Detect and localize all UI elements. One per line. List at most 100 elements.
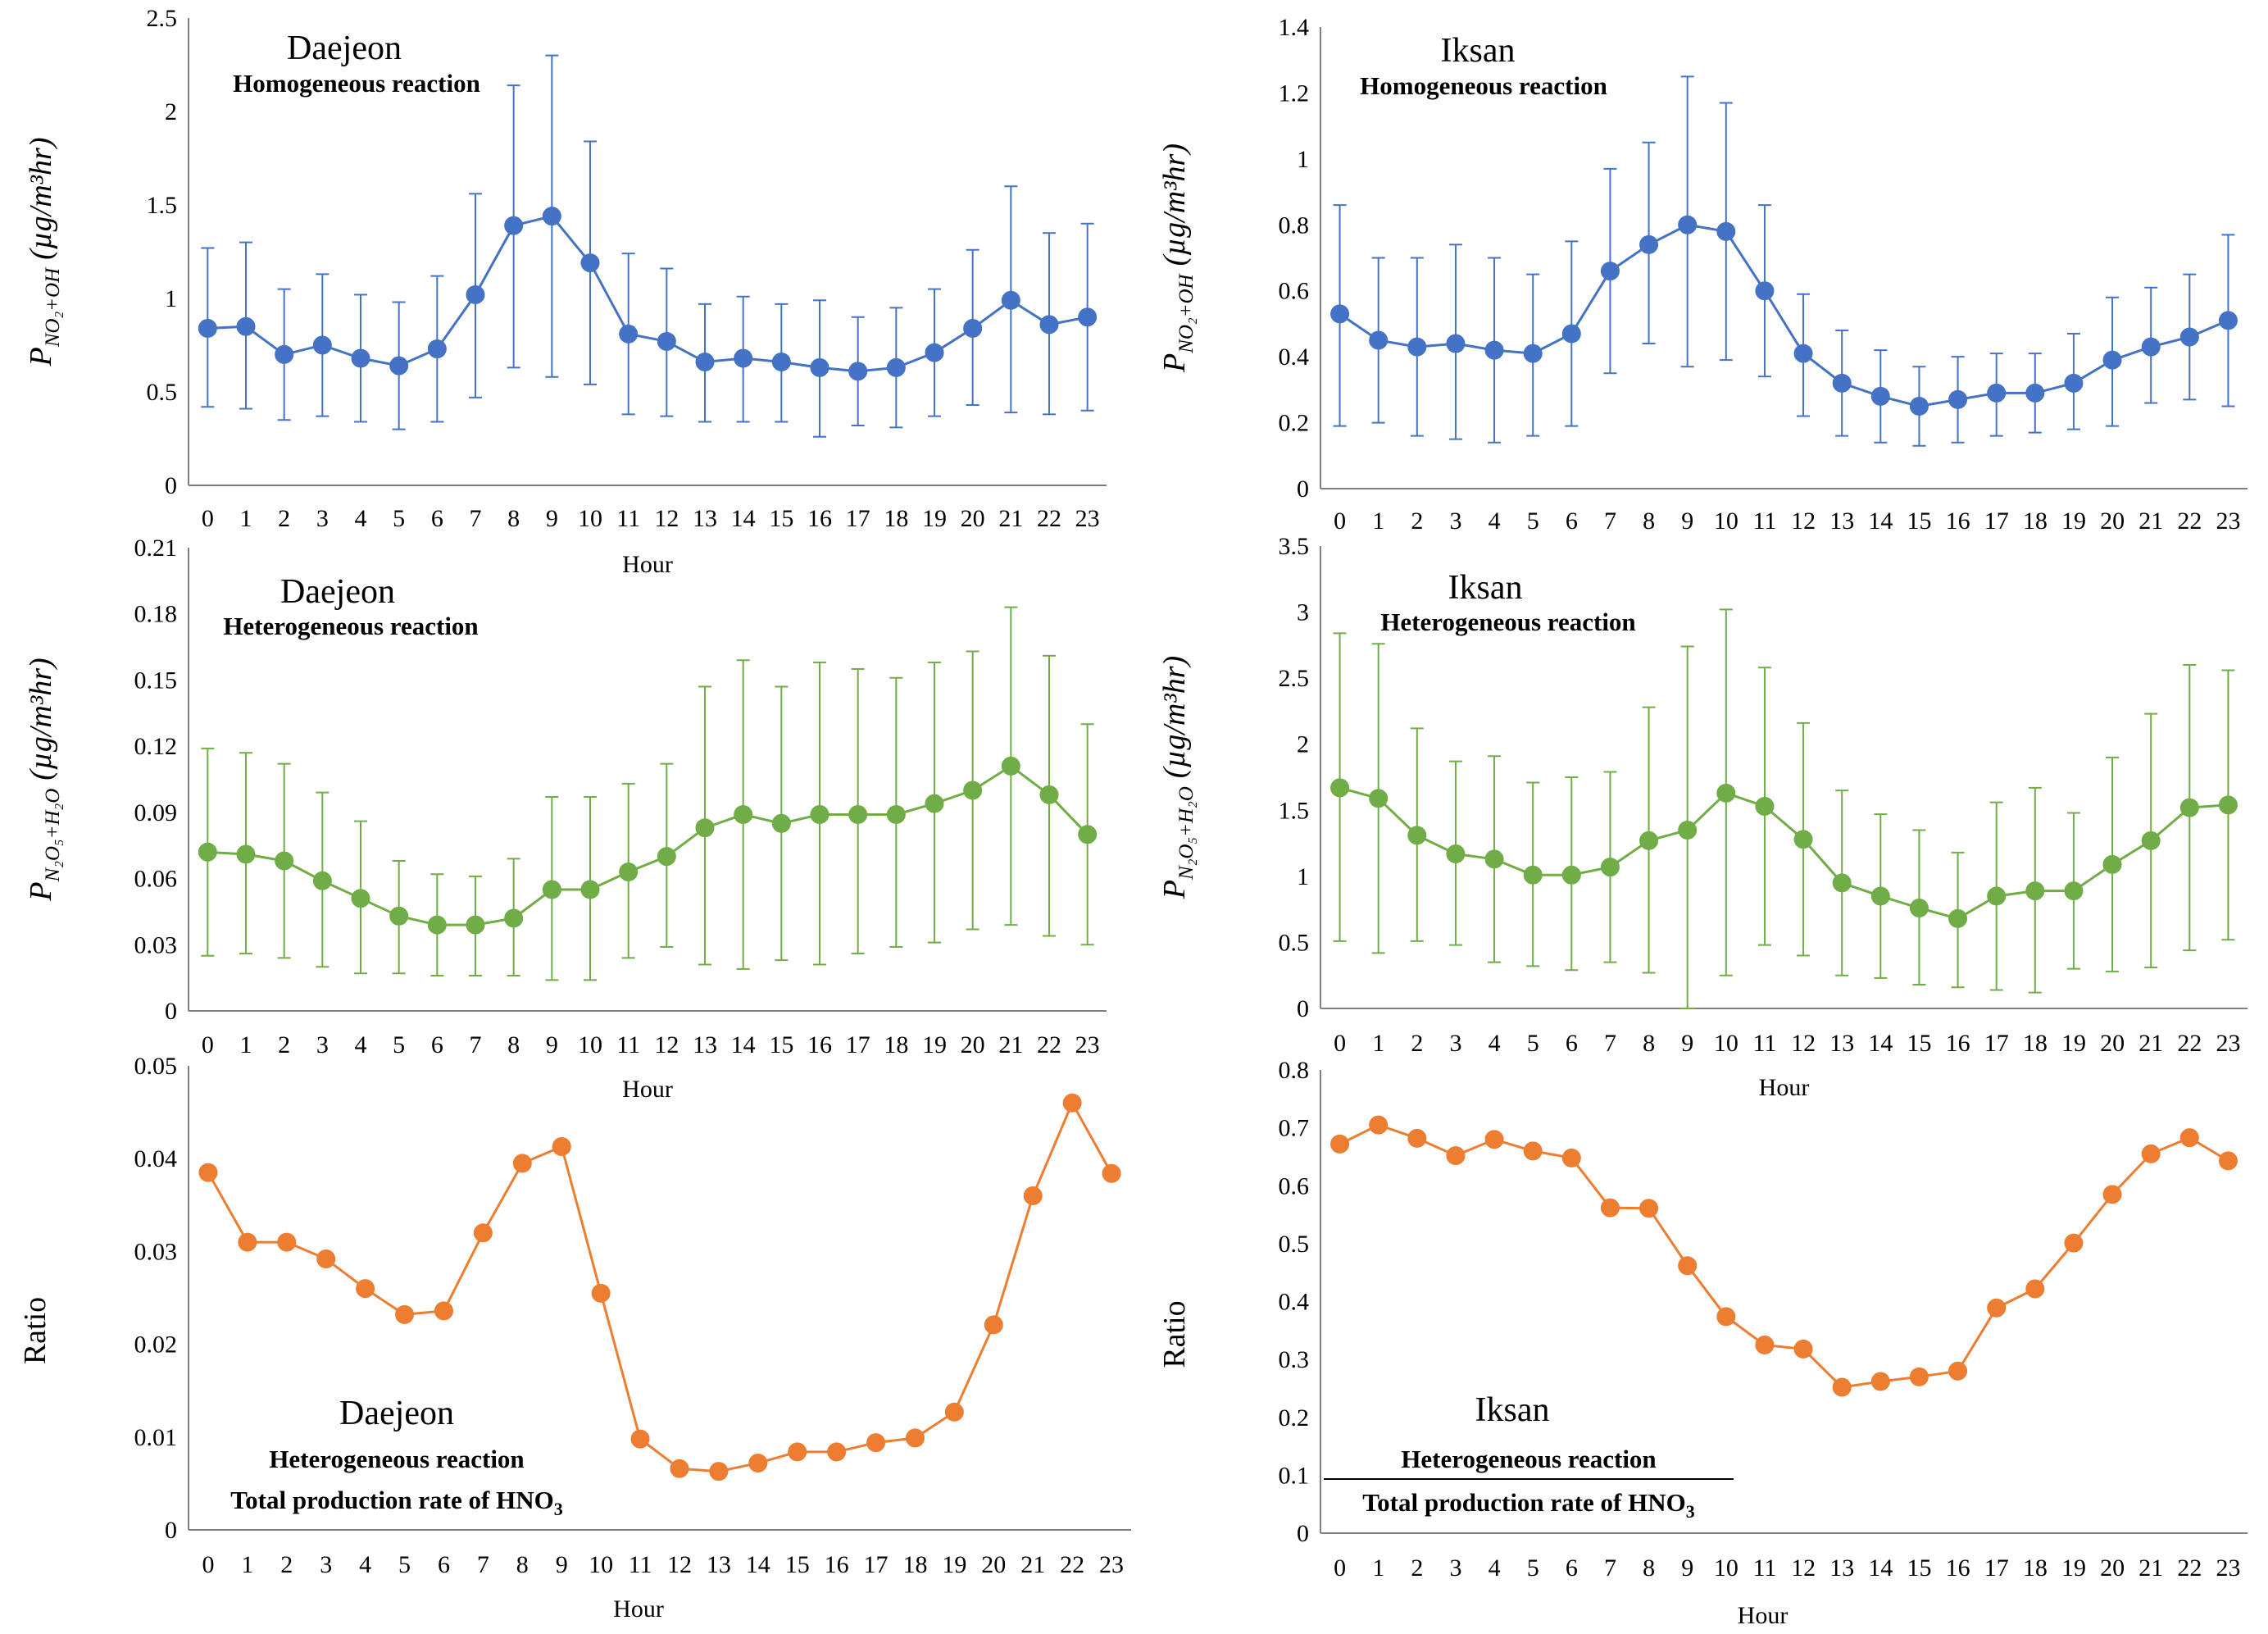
y-tick-label: 0.15 — [134, 667, 178, 694]
x-tick-label: 10 — [1714, 507, 1738, 535]
data-point — [827, 1442, 847, 1462]
total-label-text: Total production rate of HNO — [1362, 1488, 1685, 1517]
x-tick-label: 6 — [431, 505, 443, 532]
x-tick-label: 18 — [884, 505, 908, 532]
data-point — [1039, 315, 1059, 335]
x-tick-label: 16 — [1946, 507, 1970, 535]
data-point — [788, 1442, 807, 1462]
data-point — [236, 844, 256, 864]
city-label: Iksan — [1448, 569, 1523, 607]
panel-daejeon-hetero: 00.030.060.090.120.150.180.210 1 2 3 4 5 6 7 8 9 1… — [24, 535, 1107, 1103]
y-tick-label: 1.5 — [147, 192, 178, 219]
y-tick-label: 0.2 — [1279, 410, 1310, 437]
reaction-label: Homogeneous reaction — [1360, 71, 1607, 100]
data-point — [944, 1402, 964, 1422]
data-point — [1639, 831, 1659, 850]
data-point — [963, 318, 983, 338]
y-tick-label: 0.05 — [134, 1053, 178, 1080]
data-point — [1870, 1372, 1890, 1391]
x-tick-label: 9 — [1681, 1030, 1693, 1057]
y-tick-label: 0.2 — [1279, 1404, 1310, 1431]
y-tick-label: 0.5 — [147, 379, 178, 406]
data-point — [905, 1428, 925, 1448]
x-tick-label: 20 — [961, 1031, 985, 1058]
data-point — [2064, 881, 2084, 901]
data-point — [670, 1459, 689, 1478]
y-tick-label: 0.6 — [1279, 278, 1310, 305]
x-tick-label: 13 — [1829, 507, 1854, 535]
x-tick-label: 0 — [1334, 1030, 1346, 1057]
data-point — [1102, 1163, 1121, 1183]
data-point — [1523, 1141, 1543, 1161]
panel-iksan-hetero: 00.511.522.533.50 1 2 3 4 5 6 7 8 9 10 11 12 13 14 15 16… — [1157, 533, 2248, 1101]
data-point — [1523, 865, 1543, 885]
data-point — [2141, 831, 2161, 850]
x-tick-label: 10 — [1714, 1030, 1738, 1057]
x-tick-label: 6 — [431, 1031, 443, 1058]
x-tick-label: 19 — [922, 1031, 947, 1058]
data-point — [1639, 1199, 1659, 1218]
y-tick-label: 0.5 — [1279, 929, 1310, 956]
data-point — [1561, 1148, 1581, 1167]
x-tick-label: 20 — [2100, 507, 2125, 535]
x-tick-label: 7 — [1604, 1030, 1616, 1057]
x-tick-label: 16 — [807, 505, 832, 532]
data-point — [542, 880, 561, 899]
y-tick-label: 0.8 — [1279, 212, 1310, 239]
y-label-sub: NO₂+OH — [42, 266, 64, 348]
x-tick-label: 15 — [785, 1551, 810, 1578]
x-tick-label: 4 — [359, 1551, 371, 1578]
x-tick-label: 19 — [2061, 507, 2086, 535]
x-tick-label: 18 — [2023, 1554, 2048, 1582]
data-point — [1446, 1146, 1466, 1166]
data-point — [1484, 1130, 1504, 1149]
x-tick-label: 9 — [546, 505, 558, 532]
data-point — [1039, 785, 1059, 804]
y-tick-label: 1 — [1297, 146, 1309, 173]
data-point — [771, 353, 791, 372]
x-tick-label: 19 — [2061, 1030, 2086, 1057]
x-tick-label: 18 — [902, 1551, 927, 1578]
data-point — [1716, 221, 1736, 241]
x-tick-label: 18 — [2023, 507, 2048, 535]
data-point — [1600, 858, 1620, 877]
data-point — [198, 318, 217, 338]
x-tick-label: 17 — [846, 1031, 870, 1058]
data-point — [552, 1136, 571, 1156]
x-tick-label: 21 — [2138, 507, 2163, 535]
data-point — [1407, 1128, 1427, 1148]
x-tick-label: 11 — [1752, 1554, 1776, 1582]
data-point — [512, 1154, 532, 1173]
data-point — [389, 356, 409, 376]
data-point — [709, 1462, 729, 1482]
x-tick-label: 13 — [1829, 1030, 1854, 1057]
x-tick-label: 3 — [316, 1031, 329, 1058]
data-point — [1369, 1115, 1389, 1135]
data-point — [1484, 340, 1504, 360]
data-point — [1987, 383, 2007, 403]
x-tick-label: 8 — [1643, 1554, 1655, 1582]
x-tick-label: 2 — [1411, 1554, 1423, 1582]
data-point — [1330, 304, 1350, 324]
city-label: Iksan — [1475, 1391, 1550, 1429]
x-tick-label: 23 — [2216, 507, 2240, 535]
data-point — [1793, 830, 1813, 849]
data-point — [1062, 1093, 1082, 1113]
x-tick-label: 20 — [2100, 1554, 2125, 1582]
x-tick-label: 14 — [1868, 507, 1893, 535]
data-point — [1078, 825, 1098, 844]
data-point — [277, 1232, 297, 1252]
y-label-sub: N₂O₅+H₂O — [42, 789, 64, 883]
y-tick-label: 0.18 — [134, 601, 178, 628]
x-tick-label: 17 — [1984, 1554, 2009, 1582]
x-tick-label: 14 — [746, 1551, 770, 1578]
data-point — [695, 818, 715, 838]
x-tick-label: 9 — [1681, 1554, 1693, 1582]
y-tick-label: 0.1 — [1279, 1462, 1310, 1489]
data-point — [427, 339, 447, 359]
panel-iksan-homo: 00.20.40.60.811.21.40 1 2 3 4 5 6 7 8 9 10 11 12 13 14… — [1157, 14, 2248, 535]
data-point — [434, 1301, 453, 1321]
y-tick-label: 2 — [1297, 731, 1309, 758]
x-tick-label: 12 — [1791, 1030, 1816, 1057]
y-label-main: P — [1157, 353, 1192, 373]
